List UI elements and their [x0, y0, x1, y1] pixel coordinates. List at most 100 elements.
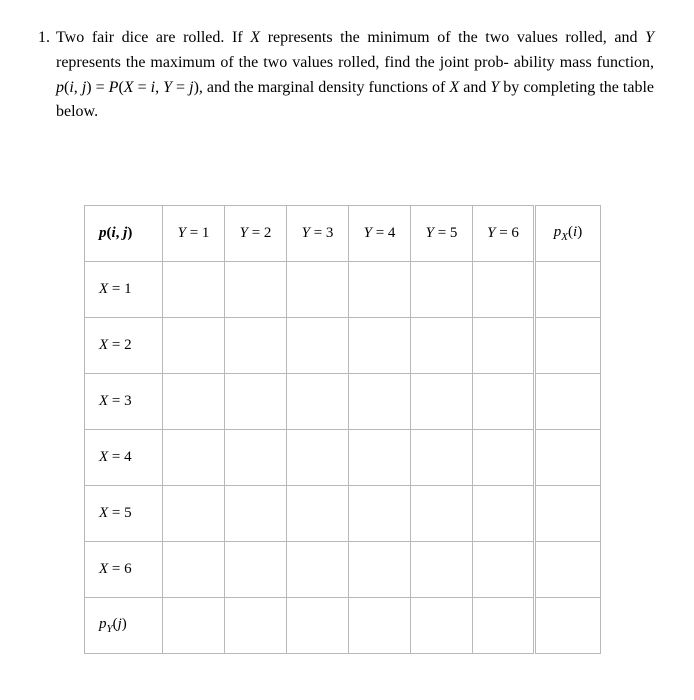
eq2: = — [134, 79, 151, 96]
cell — [349, 318, 411, 374]
col-header-6: Y = 6 — [473, 206, 535, 262]
eq1: = — [92, 79, 109, 96]
row-header-5: X = 5 — [85, 486, 163, 542]
cell — [473, 542, 535, 598]
sym-X-3: X — [449, 79, 459, 96]
marginal-row: pY(j) — [85, 598, 601, 654]
table-row: X = 3 — [85, 374, 601, 430]
col-header-4: Y = 4 — [349, 206, 411, 262]
marginal-cell — [163, 598, 225, 654]
corner-cell: p(i, j) — [85, 206, 163, 262]
cell — [163, 374, 225, 430]
cell — [473, 430, 535, 486]
cell — [411, 486, 473, 542]
sym-Y-2: Y — [163, 79, 172, 96]
corner-total-cell — [535, 598, 601, 654]
sym-P: P — [109, 79, 119, 96]
marginal-cell — [411, 598, 473, 654]
cell — [287, 430, 349, 486]
t4b: and — [459, 79, 490, 96]
marginal-cell — [225, 598, 287, 654]
joint-pmf-table: p(i, j) Y = 1 Y = 2 Y = 3 Y = 4 Y = 5 Y … — [84, 205, 601, 654]
cell — [163, 262, 225, 318]
row-header-2: X = 2 — [85, 318, 163, 374]
c2: , — [155, 79, 163, 96]
sym-X-1: X — [250, 29, 260, 46]
cell — [225, 318, 287, 374]
cell — [225, 486, 287, 542]
cell — [163, 318, 225, 374]
t4a: functions of — [368, 79, 449, 96]
table-container: p(i, j) Y = 1 Y = 2 Y = 3 Y = 4 Y = 5 Y … — [84, 205, 654, 654]
problem-block: 1. Two fair dice are rolled. If X repres… — [24, 26, 654, 125]
t1b: represents the minimum of the two values… — [260, 29, 607, 46]
row-header-3: X = 3 — [85, 374, 163, 430]
table-row: X = 6 — [85, 542, 601, 598]
cell — [287, 374, 349, 430]
marginal-cell — [535, 486, 601, 542]
sym-Y-1: Y — [645, 29, 654, 46]
marginal-cell — [535, 262, 601, 318]
cell — [163, 542, 225, 598]
cell — [287, 262, 349, 318]
cell — [473, 374, 535, 430]
marginal-cell — [535, 542, 601, 598]
cell — [411, 374, 473, 430]
sym-Y-3: Y — [490, 79, 499, 96]
page: 1. Two fair dice are rolled. If X repres… — [0, 0, 694, 654]
problem-text: Two fair dice are rolled. If X represent… — [56, 26, 654, 125]
t3a: ability mass function, — [514, 54, 654, 71]
c1: , — [74, 79, 82, 96]
cell — [163, 486, 225, 542]
col-header-5: Y = 5 — [411, 206, 473, 262]
header-row: p(i, j) Y = 1 Y = 2 Y = 3 Y = 4 Y = 5 Y … — [85, 206, 601, 262]
cell — [287, 542, 349, 598]
marginal-cell — [349, 598, 411, 654]
cell — [349, 486, 411, 542]
marginal-row-header: pY(j) — [85, 598, 163, 654]
cell — [287, 486, 349, 542]
col-header-2: Y = 2 — [225, 206, 287, 262]
row-header-6: X = 6 — [85, 542, 163, 598]
table-row: X = 1 — [85, 262, 601, 318]
t3b: , and the marginal density — [199, 79, 365, 96]
col-header-1: Y = 1 — [163, 206, 225, 262]
cell — [225, 542, 287, 598]
marginal-cell — [535, 430, 601, 486]
marginal-cell — [287, 598, 349, 654]
cell — [473, 262, 535, 318]
cell — [411, 430, 473, 486]
cell — [349, 430, 411, 486]
corner-p: p — [99, 225, 107, 241]
cell — [349, 542, 411, 598]
sym-p: p — [56, 79, 64, 96]
cell — [473, 486, 535, 542]
problem-number: 1. — [24, 26, 56, 51]
t2b: represents the maximum of the two values… — [56, 54, 509, 71]
cell — [163, 430, 225, 486]
corner-cl: ) — [127, 225, 132, 241]
t2a: and — [614, 29, 645, 46]
cell — [349, 262, 411, 318]
eq3: = — [172, 79, 189, 96]
marginal-col-header: pX(i) — [535, 206, 601, 262]
marginal-cell — [473, 598, 535, 654]
table-row: X = 5 — [85, 486, 601, 542]
cell — [287, 318, 349, 374]
marginal-cell — [535, 374, 601, 430]
cell — [411, 542, 473, 598]
table-row: X = 4 — [85, 430, 601, 486]
sym-X-2: X — [124, 79, 134, 96]
row-header-4: X = 4 — [85, 430, 163, 486]
cell — [225, 262, 287, 318]
t1a: Two fair dice are rolled. If — [56, 29, 250, 46]
cell — [225, 430, 287, 486]
marginal-cell — [535, 318, 601, 374]
cell — [225, 374, 287, 430]
row-header-1: X = 1 — [85, 262, 163, 318]
cell — [411, 262, 473, 318]
cell — [349, 374, 411, 430]
cell — [473, 318, 535, 374]
table-row: X = 2 — [85, 318, 601, 374]
cell — [411, 318, 473, 374]
